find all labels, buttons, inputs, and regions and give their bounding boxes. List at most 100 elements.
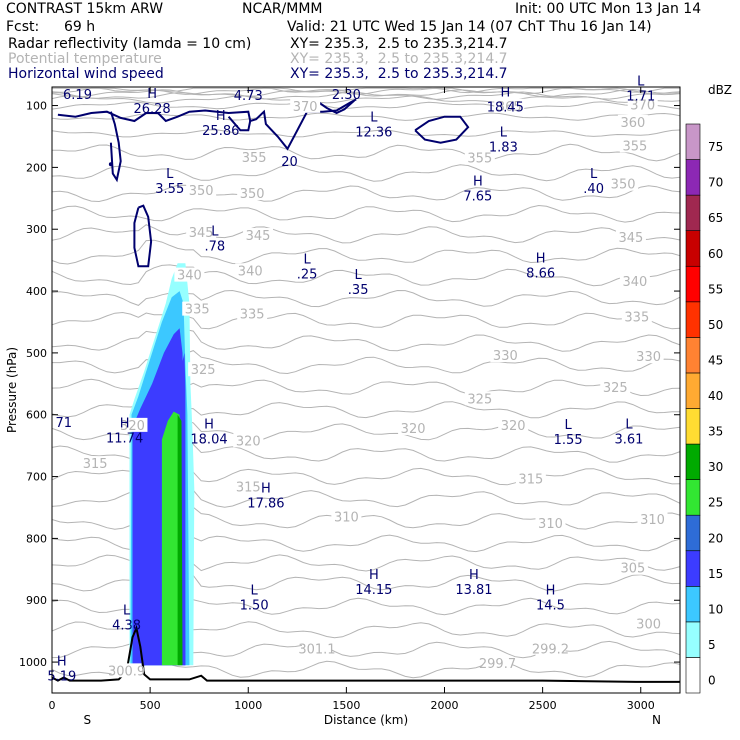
theta-label: 330 bbox=[493, 349, 518, 364]
wind-contour bbox=[318, 99, 355, 115]
y-tick-label: 700 bbox=[26, 471, 47, 484]
colorbar-unit: dBZ bbox=[708, 83, 732, 97]
theta-label-bg bbox=[111, 663, 142, 678]
field-theta-xy: XY= 235.3, 2.5 to 235.3,214.7 bbox=[290, 51, 508, 67]
colorbar-tick-label: 30 bbox=[708, 460, 723, 474]
extremum-type-label: L bbox=[123, 604, 131, 619]
theta-label-bg bbox=[482, 655, 513, 670]
colorbar-swatch bbox=[685, 586, 701, 623]
extremum-type-label: L bbox=[625, 418, 633, 433]
theta-label: 355 bbox=[467, 152, 492, 167]
plot-frame bbox=[51, 86, 681, 694]
y-tick-label: 400 bbox=[26, 285, 47, 298]
field-theta-name: Potential temperature bbox=[8, 51, 162, 67]
theta-label: 305 bbox=[620, 562, 645, 577]
colorbar-swatch bbox=[685, 479, 701, 516]
extremum-value-label: 18.45 bbox=[487, 101, 524, 116]
extremum-value-label: 18.04 bbox=[190, 433, 227, 448]
extremum-type-label: H bbox=[500, 86, 510, 101]
x-axis-title: Distance (km) bbox=[324, 713, 408, 727]
reflectivity-area bbox=[177, 414, 183, 666]
y-tick-label: 800 bbox=[26, 532, 47, 545]
theta-label: 315 bbox=[518, 473, 543, 488]
colorbar-tick-label: 60 bbox=[708, 247, 723, 261]
theta-label: 320 bbox=[236, 434, 261, 449]
y-axis-title: Pressure (hPa) bbox=[5, 347, 19, 433]
colorbar-swatch bbox=[685, 230, 701, 267]
theta-label-bg bbox=[239, 150, 270, 165]
extremum-value-label: 1.55 bbox=[554, 433, 583, 448]
colorbar-tick-label: 5 bbox=[708, 638, 716, 652]
theta-label: 325 bbox=[467, 392, 492, 407]
wind-contour bbox=[133, 204, 153, 268]
theta-label-bg bbox=[494, 98, 525, 113]
colorbar-tick-label: 15 bbox=[708, 567, 723, 581]
theta-label: 340 bbox=[622, 275, 647, 290]
theta-label-bg bbox=[637, 511, 668, 526]
theta-label: 315 bbox=[83, 457, 108, 472]
theta-label-bg bbox=[633, 616, 664, 631]
extremum-value-label: 26.28 bbox=[133, 102, 170, 117]
theta-label: 299.2 bbox=[532, 643, 569, 658]
extremum-value-label: .25 bbox=[297, 268, 318, 283]
extremum-type-label: L bbox=[211, 225, 219, 240]
colorbar-swatch bbox=[685, 372, 701, 409]
colorbar-swatch bbox=[685, 443, 701, 480]
extremum-type-label: L bbox=[565, 418, 573, 433]
theta-label: 365 bbox=[497, 100, 522, 115]
theta-label: 345 bbox=[246, 229, 271, 244]
field-wind-xy: XY= 235.3, 2.5 to 235.3,214.7 bbox=[290, 66, 508, 82]
colorbar-tick-label: 50 bbox=[708, 318, 723, 332]
theta-label-bg bbox=[331, 509, 362, 524]
theta-label-bg bbox=[535, 641, 566, 656]
colorbar-swatch bbox=[685, 123, 701, 160]
colorbar-tick-label: 65 bbox=[708, 211, 723, 225]
extremum-type-label: H bbox=[216, 109, 226, 124]
theta-contour bbox=[52, 143, 681, 162]
theta-label: 315 bbox=[236, 481, 261, 496]
theta-label: 335 bbox=[624, 311, 649, 326]
theta-label: 350 bbox=[611, 178, 636, 193]
theta-label: 320 bbox=[501, 419, 526, 434]
extremum-value-label: .40 bbox=[583, 182, 604, 197]
theta-contour bbox=[51, 184, 681, 203]
colorbar-swatch bbox=[685, 408, 701, 445]
theta-label: 370 bbox=[630, 99, 655, 114]
theta-contour bbox=[51, 129, 681, 138]
theta-label: 310 bbox=[538, 517, 563, 532]
theta-label-bg bbox=[186, 182, 217, 197]
theta-label-bg bbox=[235, 263, 266, 278]
extremum-value-label: 2.30 bbox=[332, 88, 361, 103]
x-tick-label: 1500 bbox=[332, 699, 360, 712]
forecast-label: Fcst: bbox=[6, 19, 40, 35]
y-tick-label: 900 bbox=[26, 594, 47, 607]
theta-label: 320 bbox=[401, 422, 426, 437]
theta-label: 355 bbox=[622, 139, 647, 154]
wind-contour bbox=[108, 162, 113, 167]
theta-label-bg bbox=[398, 420, 429, 435]
extremum-type-label: H bbox=[546, 583, 556, 598]
theta-label-bg bbox=[117, 417, 148, 432]
theta-contour bbox=[51, 164, 681, 182]
y-tick-label: 100 bbox=[26, 100, 47, 113]
theta-label-bg bbox=[233, 433, 264, 448]
theta-contour bbox=[52, 87, 680, 94]
x-end-label: N bbox=[652, 713, 661, 727]
colorbar-tick-label: 75 bbox=[708, 140, 723, 154]
init-time: Init: 00 UTC Mon 13 Jan 14 bbox=[515, 1, 702, 17]
theta-label: 325 bbox=[603, 381, 628, 396]
extremum-type-label: H bbox=[469, 568, 479, 583]
extremum-value-label: 3.61 bbox=[614, 433, 643, 448]
extremum-value-label: 1.50 bbox=[240, 598, 269, 613]
extremum-value-label: 13.81 bbox=[455, 583, 492, 598]
extremum-type-label: H bbox=[473, 175, 483, 190]
theta-contour bbox=[51, 95, 681, 104]
theta-contour bbox=[51, 224, 681, 244]
extremum-type-label: H bbox=[369, 568, 379, 583]
theta-label-bg bbox=[621, 309, 652, 324]
theta-label-bg bbox=[498, 417, 529, 432]
x-start-label: S bbox=[84, 713, 92, 727]
theta-label: 350 bbox=[240, 187, 265, 202]
theta-label-bg bbox=[174, 267, 205, 282]
colorbar-swatch bbox=[685, 159, 701, 196]
